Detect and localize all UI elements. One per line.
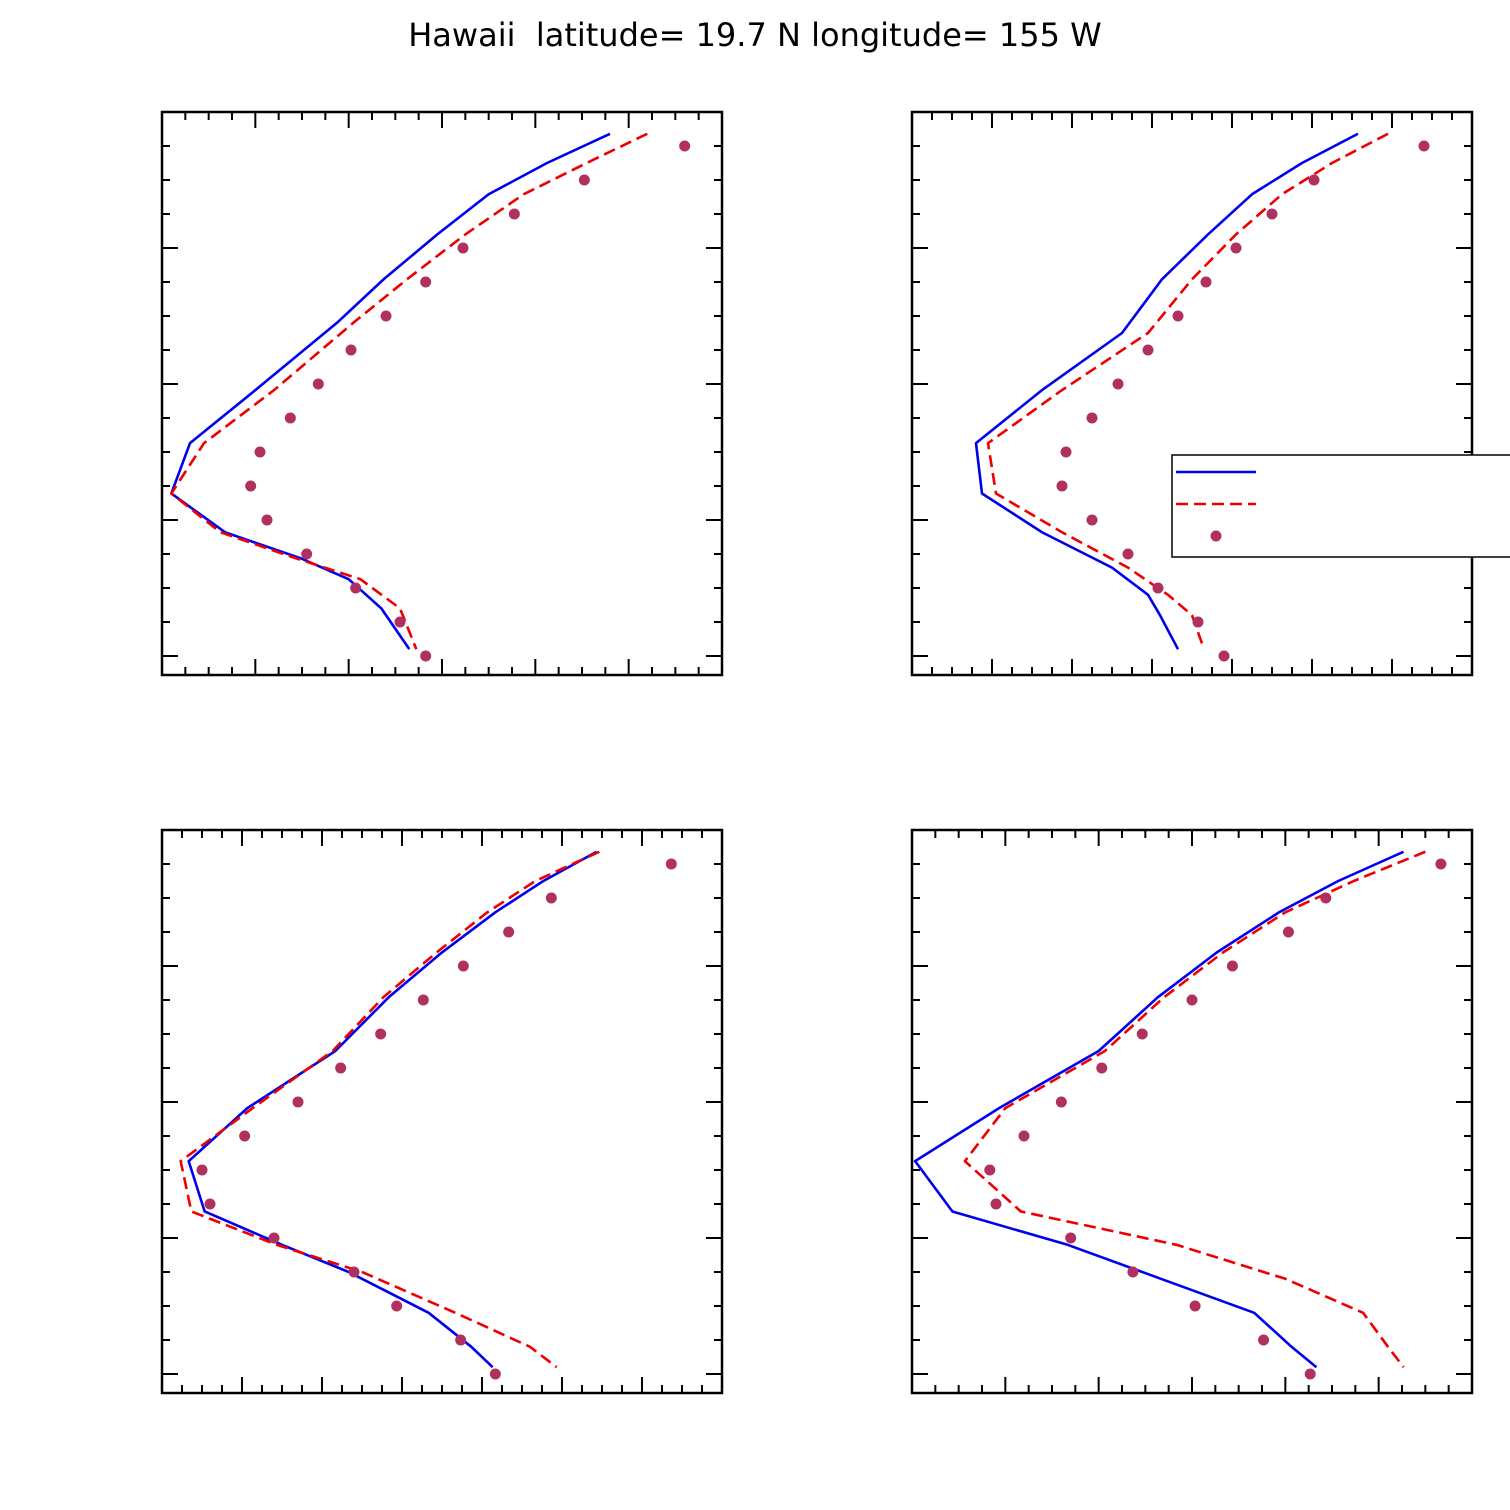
panel-apr [910,110,1474,677]
raobs-point [990,1198,1002,1210]
raobs-point [1282,926,1294,938]
series-group [179,850,677,1380]
raobs-point [312,378,324,390]
raobs-point [1200,276,1212,288]
raobs-point [1418,140,1430,152]
legend-box [1171,454,1510,558]
raobs-point [284,412,296,424]
raobs-point [1122,548,1134,560]
raobs-point [578,174,590,186]
b-e12-series-line [986,132,1389,650]
b-e12-series-line [179,850,600,1369]
raobs-point [1055,1096,1067,1108]
figure-title: Hawaii latitude= 19.7 N longitude= 155 W [408,16,1102,54]
series-group [913,850,1447,1380]
raobs-point [391,1300,403,1312]
plot-frame [910,110,1474,677]
raobs-point [196,1164,208,1176]
raobs-point [1065,1232,1077,1244]
raobs-point [1266,208,1278,220]
raobs-point [239,1130,251,1142]
raobs-point [394,616,406,628]
raobs-point [204,1198,216,1210]
raobs-point [1086,412,1098,424]
panel-oct [910,828,1474,1395]
series-group [974,132,1430,662]
raobs-point [1112,378,1124,390]
raobs-point [457,960,469,972]
raobs-point [665,858,677,870]
raobs-point [301,548,313,560]
legend [1171,454,1510,558]
plot-frame [160,110,724,677]
raobs-point [380,310,392,322]
panel-jan [160,110,724,677]
raobs-point [1226,960,1238,972]
raobs-point [1096,1062,1108,1074]
raobs-point [292,1096,304,1108]
panel-jul [160,828,724,1395]
raobs-point [1172,310,1184,322]
raobs-point [420,650,432,662]
raobs-point [1304,1368,1316,1380]
raobs-point [1258,1334,1270,1346]
raobs-point [1435,858,1447,870]
raobs-point [508,208,520,220]
raobs-point [1142,344,1154,356]
legend-raobs-marker [1210,530,1222,542]
b-e12-series-line [170,132,648,650]
raobs-point [350,582,362,594]
raobs-point [984,1164,996,1176]
b-e11-series-line [913,850,1405,1369]
b-e11-series-line [170,132,611,650]
raobs-point [1218,650,1230,662]
b-e11-series-line [974,132,1359,650]
raobs-point [1192,616,1204,628]
raobs-point [1056,480,1068,492]
raobs-point [1308,174,1320,186]
panels [160,110,1474,1395]
raobs-point [1320,892,1332,904]
raobs-point [489,1368,501,1380]
raobs-point [348,1266,360,1278]
raobs-point [679,140,691,152]
raobs-point [345,344,357,356]
raobs-point [1086,514,1098,526]
raobs-point [1189,1300,1201,1312]
raobs-point [455,1334,467,1346]
raobs-point [503,926,515,938]
raobs-point [268,1232,280,1244]
raobs-point [457,242,469,254]
raobs-point [417,994,429,1006]
raobs-point [1136,1028,1148,1040]
raobs-point [375,1028,387,1040]
raobs-point [335,1062,347,1074]
raobs-point [545,892,557,904]
raobs-point [420,276,432,288]
raobs-point [1060,446,1072,458]
raobs-point [1186,994,1198,1006]
raobs-point [254,446,266,458]
series-group [170,132,691,662]
raobs-point [1127,1266,1139,1278]
raobs-point [1152,582,1164,594]
raobs-point [1018,1130,1030,1142]
raobs-point [261,514,273,526]
raobs-point [1230,242,1242,254]
b-e12-series-line [963,850,1426,1368]
raobs-point [245,480,257,492]
